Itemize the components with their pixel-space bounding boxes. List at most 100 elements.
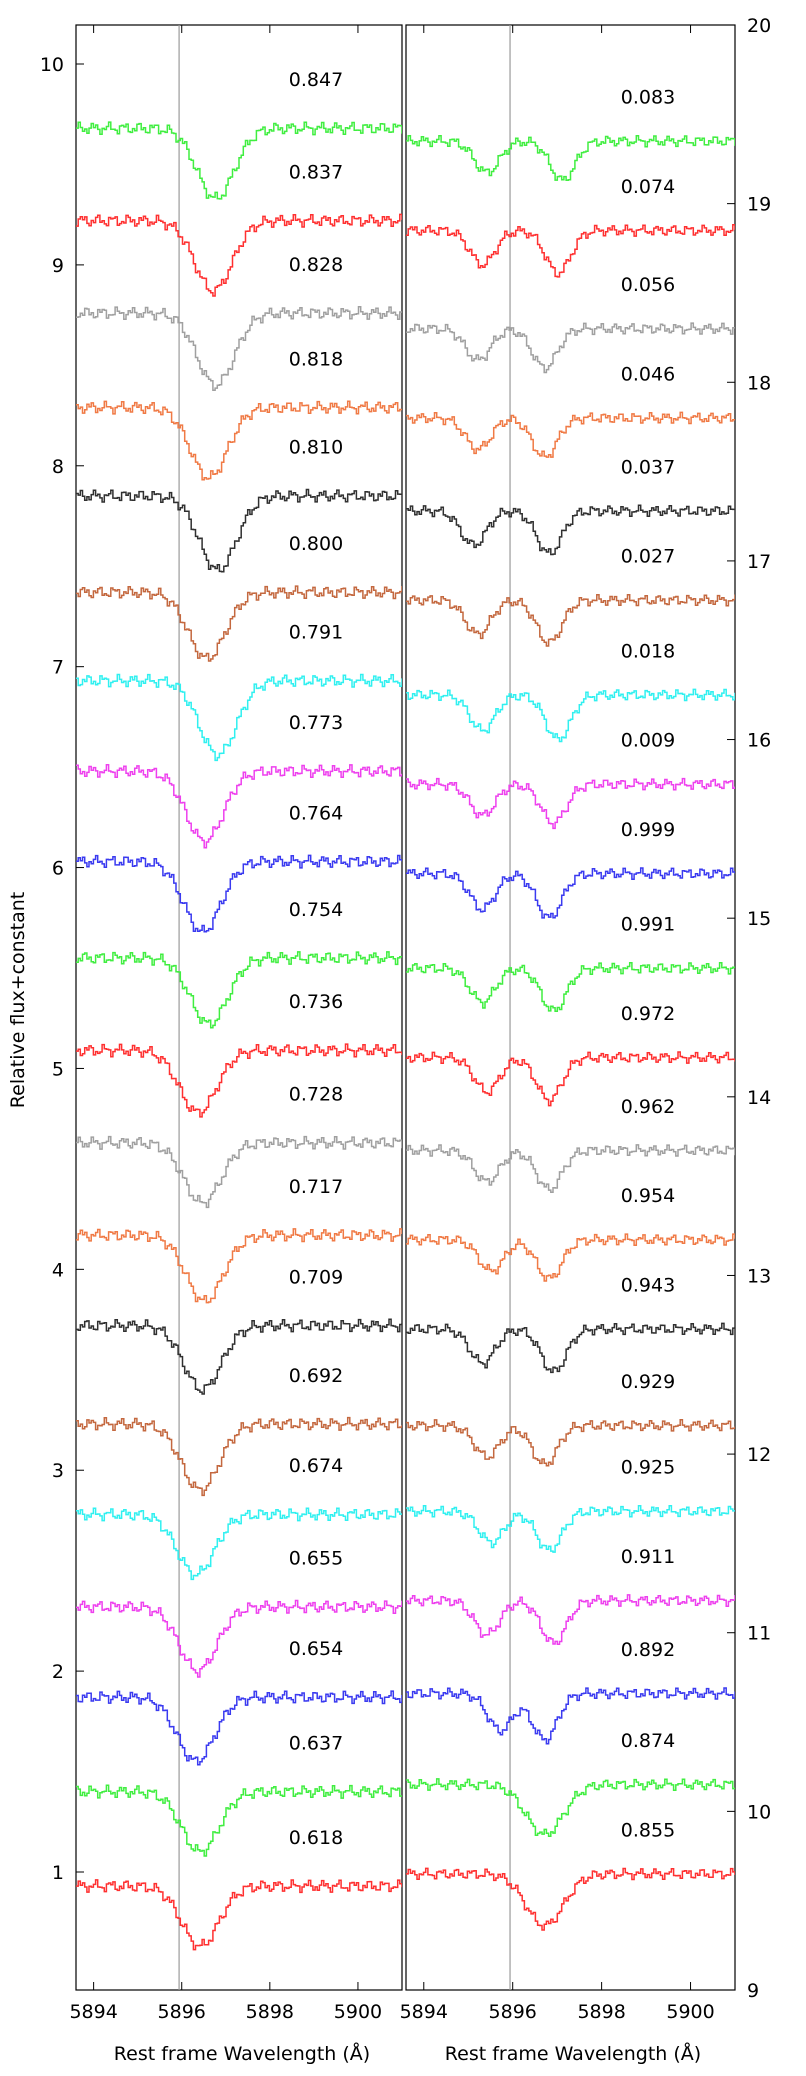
phase-label: 0.855 — [621, 1819, 675, 1841]
spectrum-line — [406, 1867, 735, 1931]
spectrum-line — [76, 1043, 402, 1118]
x-tick-label: 5894 — [69, 2001, 117, 2023]
spectrum-line — [406, 1051, 735, 1107]
spectrum-line — [406, 411, 735, 458]
x-axis-title-right: Rest frame Wavelength (Å) — [445, 2042, 701, 2065]
spectrum-line — [76, 306, 402, 391]
plot-frame — [405, 24, 736, 1991]
y-tick-label: 12 — [747, 1444, 771, 1466]
y-tick-label: 10 — [40, 54, 64, 76]
y-tick-label: 19 — [747, 194, 771, 216]
y-tick-label: 9 — [52, 255, 64, 277]
spectrum-line — [406, 224, 735, 278]
spectrum-line — [76, 1879, 402, 1951]
phase-label: 0.692 — [289, 1365, 343, 1387]
phase-label: 0.027 — [621, 546, 675, 568]
y-tick-label: 14 — [747, 1087, 771, 1109]
spectrum-line — [406, 1594, 735, 1646]
spectrum-line — [406, 1504, 735, 1553]
spectrum-line — [76, 673, 402, 762]
phase-label: 0.874 — [621, 1730, 675, 1752]
y-tick-label: 15 — [747, 908, 771, 930]
y-tick-label: 16 — [747, 730, 771, 752]
phase-label: 0.773 — [289, 712, 343, 734]
phase-label: 0.999 — [621, 819, 675, 841]
plot-frame — [75, 24, 403, 1991]
phase-label: 0.892 — [621, 1639, 675, 1661]
y-tick-label: 20 — [747, 15, 771, 37]
phase-label: 0.083 — [621, 87, 675, 109]
y-tick-label: 3 — [52, 1460, 64, 1482]
phase-label: 0.618 — [289, 1827, 343, 1849]
phase-label: 0.972 — [621, 1003, 675, 1025]
spectrum-line — [406, 1778, 735, 1837]
phase-label: 0.736 — [289, 991, 343, 1013]
phase-label: 0.674 — [289, 1455, 343, 1477]
spectrum-line — [406, 322, 735, 374]
spectrum-line — [406, 962, 735, 1012]
y-tick-label: 1 — [52, 1862, 64, 1884]
spectrum-line — [76, 121, 402, 200]
y-tick-label: 17 — [747, 551, 771, 573]
spectrum-line — [406, 1419, 735, 1467]
spectrum-line — [406, 134, 735, 182]
y-tick-label: 5 — [52, 1058, 64, 1080]
spectrum-line — [406, 504, 735, 556]
y-tick-label: 7 — [52, 657, 64, 679]
phase-label: 0.018 — [621, 640, 675, 662]
phase-label: 0.074 — [621, 176, 675, 198]
phase-label: 0.810 — [289, 437, 343, 459]
phase-label: 0.046 — [621, 363, 675, 385]
spectrum-line — [76, 1228, 402, 1304]
spectrum-line — [406, 593, 735, 647]
y-tick-label: 18 — [747, 372, 771, 394]
y-tick-label: 2 — [52, 1661, 64, 1683]
phase-label: 0.925 — [621, 1457, 675, 1479]
x-tick-label: 5898 — [246, 2001, 294, 2023]
phase-label: 0.637 — [289, 1732, 343, 1754]
phase-label: 0.754 — [289, 899, 343, 921]
spectrum-line — [76, 1784, 402, 1857]
phase-label: 0.818 — [289, 348, 343, 370]
spectrum-line — [406, 1233, 735, 1282]
spectrum-line — [76, 951, 402, 1029]
spectrum-line — [76, 763, 402, 849]
phase-label: 0.929 — [621, 1371, 675, 1393]
phase-label: 0.655 — [289, 1548, 343, 1570]
left-panel: 5894 5896 5898 5900 1 2 3 4 5 6 7 8 9 10 0.618 0.637 0.6… — [40, 24, 403, 2023]
x-tick-label: 5900 — [334, 2001, 382, 2023]
phase-label: 0.717 — [289, 1176, 343, 1198]
phase-label: 0.962 — [621, 1096, 675, 1118]
spectrum-line — [76, 1507, 402, 1581]
x-tick-label: 5896 — [158, 2001, 206, 2023]
spectrum-line — [76, 400, 402, 481]
spectrum-line — [76, 1416, 402, 1497]
spectrum-line — [76, 1135, 402, 1209]
phase-label: 0.911 — [621, 1546, 675, 1568]
spectrum-line — [76, 213, 402, 297]
phase-label: 0.943 — [621, 1275, 675, 1297]
spectrum-line — [76, 1318, 402, 1395]
phase-label: 0.056 — [621, 274, 675, 296]
y-tick-label: 9 — [747, 1980, 759, 2002]
spectra-group — [406, 134, 735, 1931]
y-axis-title: Relative flux+constant — [7, 892, 29, 1108]
x-tick-label: 5898 — [577, 2001, 625, 2023]
spectrum-line — [76, 1690, 402, 1766]
phase-label: 0.654 — [289, 1638, 343, 1660]
phase-label: 0.847 — [289, 69, 343, 91]
phase-label: 0.791 — [289, 622, 343, 644]
spectrum-line — [406, 1144, 735, 1194]
phase-label: 0.009 — [621, 730, 675, 752]
phase-label: 0.800 — [289, 533, 343, 555]
x-tick-label: 5896 — [489, 2001, 537, 2023]
x-tick-label: 5900 — [666, 2001, 714, 2023]
spectrum-line — [406, 688, 735, 743]
phase-label: 0.828 — [289, 254, 343, 276]
phase-label: 0.837 — [289, 162, 343, 184]
right-panel: 5894 5896 5898 5900 9 10 11 12 13 14 15 16 17 18 19 20 0… — [400, 15, 772, 2023]
x-tick-label: 5894 — [400, 2001, 448, 2023]
y-tick-label: 13 — [747, 1265, 771, 1287]
spectrum-line — [76, 585, 402, 662]
